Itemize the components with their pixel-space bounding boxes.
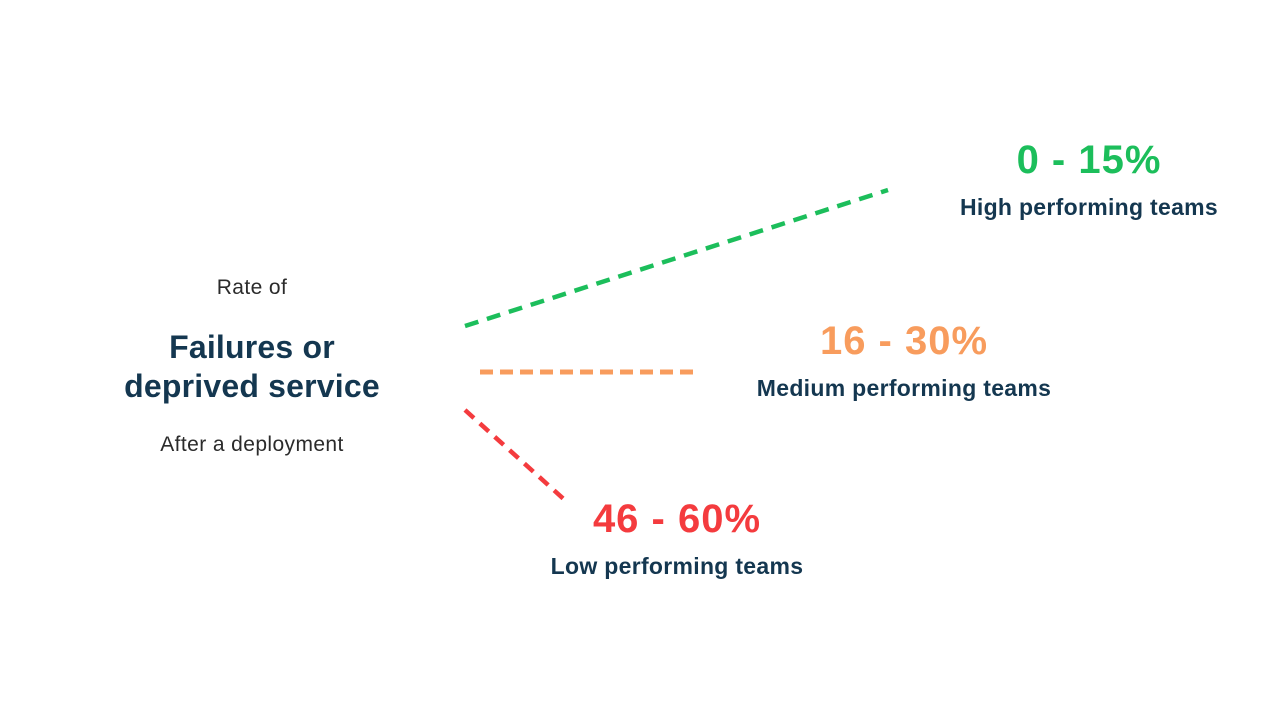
metric-title: Failures or deprived service	[124, 329, 380, 404]
metric-suffix: After a deployment	[160, 433, 344, 456]
category-medium-performing: 16 - 30% Medium performing teams	[757, 319, 1051, 403]
low-range-value: 46 - 60%	[592, 497, 762, 541]
category-low-performing: 46 - 60% Low performing teams	[551, 497, 804, 581]
high-trend-line-icon	[464, 187, 889, 329]
high-range-value: 0 - 15%	[1016, 138, 1162, 182]
medium-performing-label: Medium performing teams	[756, 375, 1052, 401]
metric-prefix: Rate of	[216, 276, 288, 299]
category-high-performing: 0 - 15% High performing teams	[960, 138, 1218, 222]
high-performing-label: High performing teams	[959, 194, 1219, 220]
low-trend-line-icon	[463, 408, 569, 504]
low-performing-label: Low performing teams	[550, 553, 804, 579]
medium-range-value: 16 - 30%	[819, 319, 989, 363]
metric-block: Rate of Failures or deprived service Aft…	[122, 274, 382, 459]
